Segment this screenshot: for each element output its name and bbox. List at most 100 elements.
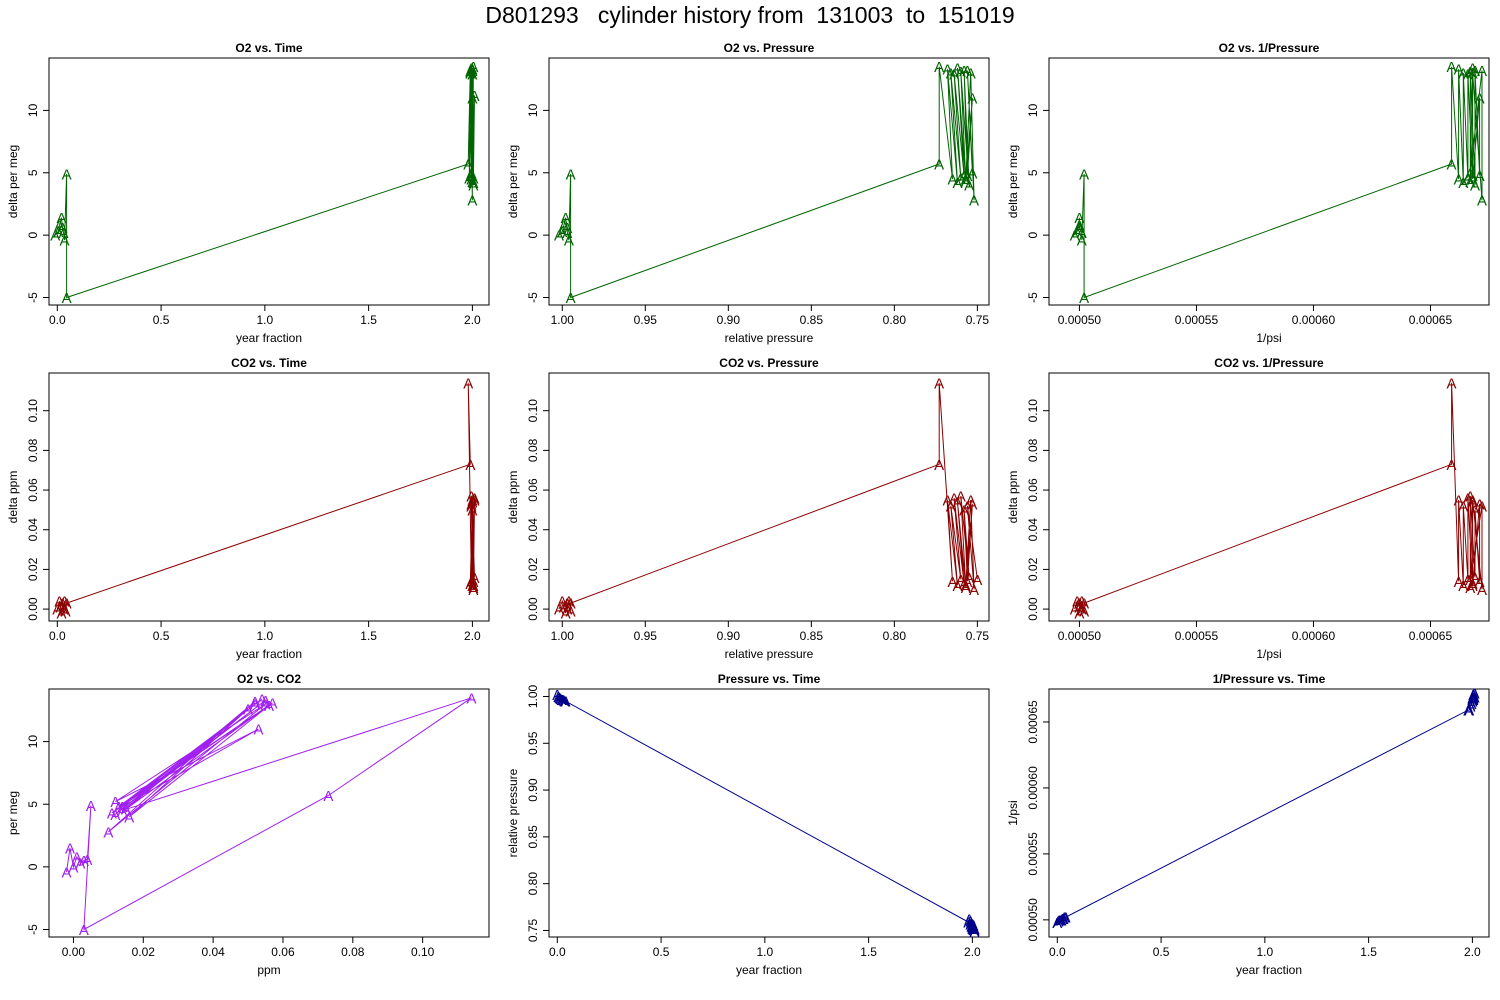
- data-point-marker: A: [1469, 689, 1479, 706]
- data-point-marker: A: [1077, 233, 1087, 250]
- data-point-marker: A: [964, 178, 974, 195]
- data-point-marker: A: [968, 917, 978, 934]
- data-point-marker: A: [1465, 64, 1475, 81]
- data-point-marker: A: [934, 375, 944, 392]
- data-point-marker: A: [557, 224, 567, 241]
- data-point-marker: A: [968, 920, 978, 937]
- o2-co2-panel: O2 vs. CO2 ppm per meg 0.00 0.02 0.04 0.06 0.08…: [6, 672, 490, 977]
- data-point-marker: A: [557, 692, 567, 709]
- x-tick-label: 0.00060: [1292, 313, 1336, 327]
- data-point-marker: A: [114, 799, 124, 816]
- y-tick-label: 0.08: [26, 438, 40, 462]
- data-point-marker: A: [566, 290, 576, 307]
- data-point-marker: A: [962, 574, 972, 591]
- data-point-marker: A: [1468, 172, 1478, 189]
- panel-title: CO2 vs. Time: [231, 356, 307, 370]
- data-point-marker: A: [952, 494, 962, 511]
- y-tick-label: 0: [526, 231, 540, 238]
- data-point-marker: A: [554, 690, 564, 707]
- data-point-marker: A: [1463, 572, 1473, 589]
- x-tick-label: 0.80: [883, 313, 907, 327]
- data-point-marker: A: [1070, 602, 1080, 619]
- y-tick-label: 10: [26, 735, 40, 749]
- x-tick-label: 1.5: [360, 313, 377, 327]
- data-point-marker: A: [554, 228, 564, 245]
- data-point-marker: A: [961, 580, 971, 597]
- data-point-marker: A: [1468, 65, 1478, 82]
- x-tick-label: 1.5: [1360, 945, 1377, 959]
- y-tick-label: 0.00050: [1026, 898, 1040, 942]
- data-point-marker: A: [969, 193, 979, 210]
- data-point-marker: A: [465, 65, 475, 82]
- data-point-marker: A: [1468, 687, 1478, 704]
- panel-title: O2 vs. CO2: [237, 672, 301, 686]
- x-tick-label: 0.90: [717, 629, 741, 643]
- data-point-marker: A: [968, 919, 978, 936]
- x-tick-label: 0.00050: [1058, 629, 1102, 643]
- data-point-marker: A: [959, 63, 969, 80]
- x-tick-label: 0.06: [271, 945, 295, 959]
- panel-title: O2 vs. Time: [235, 41, 302, 55]
- data-point-marker: A: [934, 59, 944, 76]
- data-point-marker: A: [467, 502, 477, 519]
- data-point-marker: A: [1467, 692, 1477, 709]
- data-point-marker: A: [250, 694, 260, 711]
- data-point-marker: A: [1077, 602, 1087, 619]
- data-point-marker: A: [942, 62, 952, 79]
- data-point-marker: A: [469, 490, 479, 507]
- y-tick-label: 5: [526, 169, 540, 176]
- plot-frame: [48, 688, 490, 938]
- x-tick-label: 0.00060: [1292, 629, 1336, 643]
- y-tick-label: 0: [26, 863, 40, 870]
- y-tick-label: 5: [26, 169, 40, 176]
- data-point-marker: A: [1447, 375, 1457, 392]
- data-point-marker: A: [969, 921, 979, 938]
- data-point-marker: A: [72, 849, 82, 866]
- x-tick-label: 0.75: [966, 629, 990, 643]
- x-tick-label: 0.00: [62, 945, 86, 959]
- data-point-marker: A: [466, 60, 476, 77]
- data-point-marker: A: [559, 693, 569, 710]
- data-point-marker: A: [969, 924, 979, 941]
- data-point-marker: A: [566, 604, 576, 621]
- y-axis-label: delta ppm: [6, 471, 20, 524]
- data-point-marker: A: [1079, 167, 1089, 184]
- data-point-marker: A: [1469, 689, 1479, 706]
- data-point-marker: A: [1458, 65, 1468, 82]
- data-point-marker: A: [969, 582, 979, 599]
- data-point-marker: A: [1475, 496, 1485, 513]
- data-point-marker: A: [117, 803, 127, 820]
- data-point-marker: A: [1470, 570, 1480, 587]
- data-point-marker: A: [55, 600, 65, 617]
- x-tick-label: 2.0: [964, 945, 981, 959]
- data-point-marker: A: [1469, 685, 1479, 702]
- data-point-marker: A: [465, 65, 475, 82]
- data-point-marker: A: [466, 172, 476, 189]
- x-tick-label: 0.80: [883, 629, 907, 643]
- y-tick-label: 0.95: [526, 731, 540, 755]
- y-axis-label: delta ppm: [506, 471, 520, 524]
- y-tick-label: 0.75: [526, 918, 540, 942]
- data-point-marker: A: [947, 172, 957, 189]
- data-point-marker: A: [966, 65, 976, 82]
- data-point-marker: A: [1465, 165, 1475, 182]
- inv-pressure-time-panel: 1/Pressure vs. Time year fraction 1/psi 0.0…: [1006, 672, 1490, 977]
- data-point-marker: A: [934, 457, 944, 474]
- data-point-marker: A: [959, 502, 969, 519]
- plot-frame: [48, 372, 490, 622]
- data-point-marker: A: [1468, 168, 1478, 185]
- y-tick-label: 0.00060: [1026, 766, 1040, 810]
- y-tick-label: 10: [1026, 103, 1040, 117]
- data-point-marker: A: [465, 457, 475, 474]
- data-point-marker: A: [261, 697, 271, 714]
- data-point-marker: A: [560, 694, 570, 711]
- data-point-marker: A: [469, 492, 479, 509]
- data-point-marker: A: [967, 921, 977, 938]
- data-point-marker: A: [61, 864, 71, 881]
- data-point-marker: A: [1465, 572, 1475, 589]
- x-axis-label: year fraction: [1236, 963, 1302, 977]
- data-point-marker: A: [1074, 606, 1084, 623]
- plot-frame: [548, 57, 990, 306]
- data-point-marker: A: [54, 218, 64, 235]
- data-point-marker: A: [952, 60, 962, 77]
